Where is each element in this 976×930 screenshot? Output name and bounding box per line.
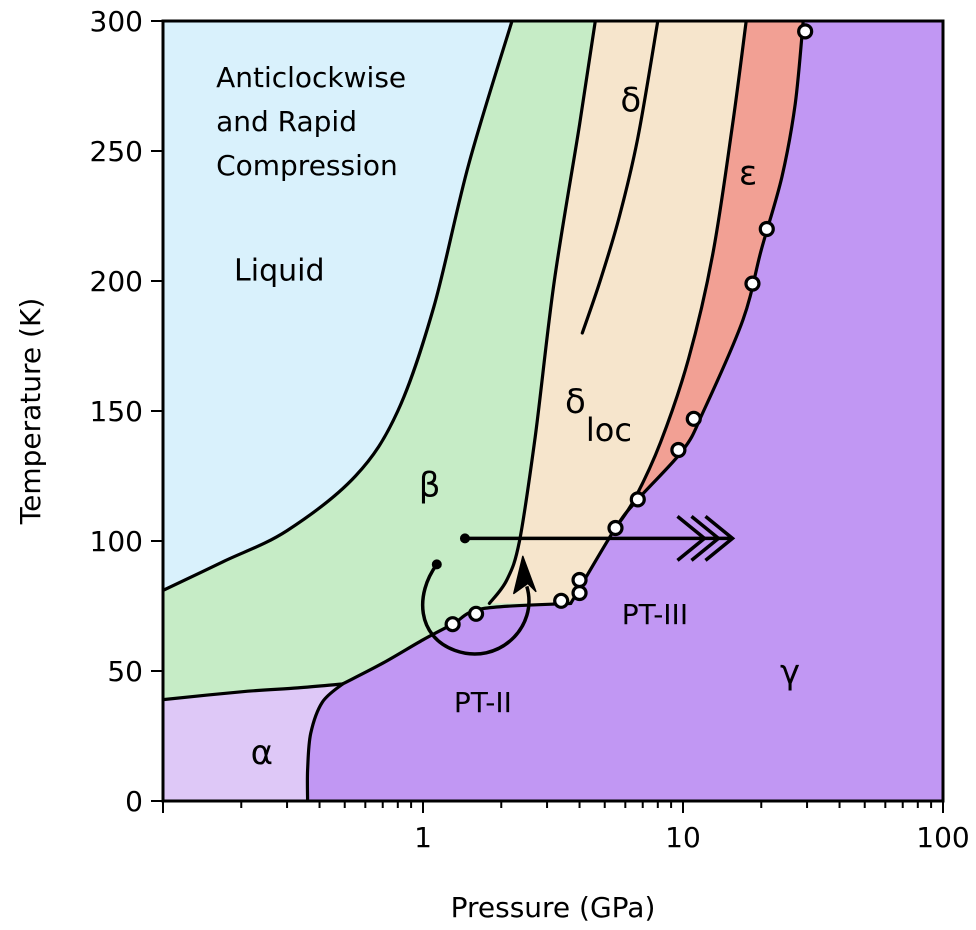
epsilon-gamma-boundary (569, 21, 805, 605)
beta-delta-boundary (487, 21, 597, 605)
region-label-delta: δ (620, 81, 641, 121)
region-label-epsilon: ε (739, 153, 757, 193)
pt-ii-label: PT-II (454, 686, 512, 719)
annotation-line-1: Anticlockwise (216, 61, 406, 94)
y-tick-label: 250 (90, 135, 143, 168)
data-point-9 (685, 410, 702, 427)
x-axis: 1 10 100 (162, 801, 970, 854)
data-point-10 (744, 275, 761, 292)
annotation-line-2: and Rapid (216, 105, 357, 138)
data-point-8 (670, 441, 687, 459)
y-tick-label: 150 (90, 395, 143, 428)
x-axis-title: Pressure (GPa) (451, 891, 656, 924)
data-points (444, 23, 814, 633)
pt-iii-arrowhead-1 (704, 515, 736, 562)
y-axis-title: Temperature (K) (14, 298, 47, 525)
x-tick-label: 1 (414, 821, 432, 854)
y-tick-label: 100 (90, 525, 143, 558)
y-tick-label: 200 (90, 265, 143, 298)
alpha-region (163, 684, 343, 801)
data-point-3 (553, 592, 570, 609)
y-tick-label: 0 (125, 785, 143, 818)
data-point-11 (758, 220, 775, 238)
alpha-gamma-boundary (305, 682, 345, 801)
region-label-liquid: Liquid (234, 254, 324, 289)
data-point-5 (571, 571, 588, 589)
alpha-beta-boundary (163, 682, 345, 702)
annotation: Anticlockwise and Rapid Compression (216, 61, 406, 182)
annotation-line-3: Compression (216, 149, 398, 182)
region-label-gamma: γ (780, 653, 800, 693)
x-tick-label: 10 (665, 821, 701, 854)
data-point-2 (467, 605, 485, 622)
data-point-7 (629, 491, 646, 508)
region-label-alpha: α (251, 733, 273, 773)
pt-iii-arrowhead-3 (676, 515, 708, 562)
data-point-4 (571, 584, 588, 602)
beta-gamma-boundary (340, 601, 573, 686)
data-point-6 (607, 519, 624, 537)
y-tick-label: 50 (107, 655, 143, 688)
liquid-beta-boundary (163, 21, 514, 592)
pt-iii-label: PT-III (622, 598, 688, 631)
region-label-delta_loc: δloc (565, 382, 632, 449)
pt-ii-path (421, 563, 531, 656)
y-axis: 0 50 100 150 200 250 300 (90, 5, 163, 818)
delta-internal-boundary (580, 21, 660, 335)
region-labels: Liquid β δ δloc ε γ α (234, 81, 800, 774)
liquid-region (163, 21, 512, 591)
delta-region (489, 21, 747, 604)
y-tick-label: 300 (90, 5, 143, 38)
region-label-beta: β (419, 465, 441, 505)
pt-paths: PT-III PT-II (421, 515, 736, 719)
data-point-1 (444, 616, 461, 633)
x-tick-label: 100 (916, 821, 969, 854)
data-point-12 (797, 23, 814, 40)
pt-ii-arrowhead (513, 555, 537, 595)
pt-iii-arrowhead-2 (690, 515, 722, 562)
